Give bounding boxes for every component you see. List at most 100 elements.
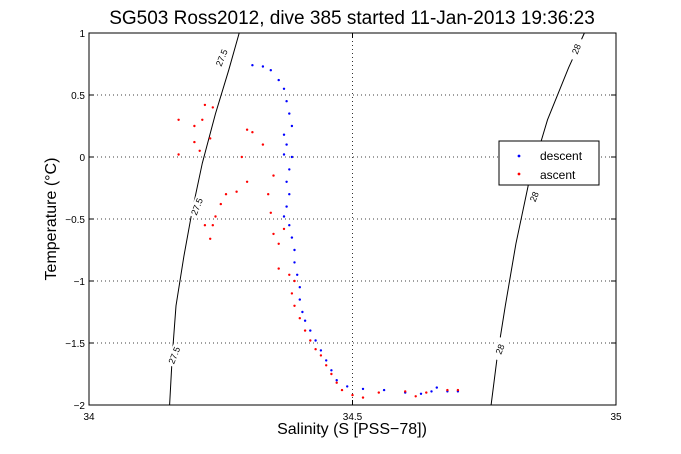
point-ascent (314, 348, 317, 351)
point-ascent (277, 242, 280, 245)
contour-label-bg (567, 37, 586, 62)
y-tick-label: 0 (79, 153, 85, 164)
y-tick-label: 0.5 (71, 91, 85, 102)
contour-label-bg (213, 45, 231, 70)
point-descent (288, 112, 291, 115)
point-descent (335, 379, 338, 382)
point-ascent (224, 193, 228, 196)
point-descent (293, 261, 296, 264)
point-ascent (361, 396, 365, 399)
point-ascent (414, 395, 417, 398)
point-ascent (309, 339, 312, 342)
point-ascent (446, 388, 449, 392)
point-ascent (198, 149, 201, 152)
point-descent (293, 248, 296, 252)
legend-label-descent: descent (540, 149, 583, 163)
legend-marker-ascent (517, 172, 521, 176)
point-descent (290, 155, 294, 159)
point-ascent (277, 267, 280, 270)
point-descent (301, 310, 304, 314)
point-descent (269, 69, 272, 72)
point-descent (319, 349, 323, 352)
point-ascent (214, 215, 217, 218)
point-descent (288, 193, 291, 196)
y-tick-label: 1 (79, 29, 85, 40)
point-ascent (245, 128, 249, 131)
point-ascent (425, 391, 428, 394)
point-ascent (272, 174, 275, 177)
point-ascent (203, 224, 207, 227)
point-ascent (201, 118, 204, 122)
point-descent (285, 100, 288, 103)
point-descent (290, 124, 294, 128)
point-ascent (209, 137, 212, 140)
point-ascent (351, 393, 354, 397)
point-descent (285, 143, 288, 146)
point-ascent (272, 232, 275, 236)
contour-label: 28 (494, 343, 507, 356)
point-descent (296, 273, 299, 276)
plot-area (89, 33, 616, 405)
point-ascent (209, 237, 212, 240)
x-tick-label: 34 (83, 412, 95, 423)
point-descent (251, 63, 254, 67)
legend-box (498, 140, 600, 186)
point-ascent (282, 227, 286, 231)
point-ascent (325, 364, 328, 367)
y-axis-label: Temperature (°C) (43, 158, 60, 281)
point-descent (314, 339, 317, 342)
point-descent (282, 87, 286, 91)
contour-label-bg (525, 184, 544, 209)
point-ascent (293, 304, 296, 307)
point-ascent (251, 131, 254, 134)
point-ascent (193, 124, 196, 128)
point-ascent (269, 211, 272, 214)
point-ascent (330, 372, 333, 376)
y-tick-label: −1.5 (65, 339, 85, 350)
point-ascent (290, 292, 294, 295)
point-descent (325, 359, 328, 362)
point-ascent (211, 106, 214, 109)
point-descent (282, 215, 286, 218)
point-ascent (377, 391, 380, 394)
point-ascent (177, 153, 180, 156)
legend-marker-descent (517, 154, 521, 158)
x-tick-label: 35 (610, 412, 622, 423)
y-tick-label: −2 (74, 401, 86, 412)
point-ascent (303, 329, 307, 332)
point-ascent (293, 279, 296, 283)
legend-label-ascent: ascent (540, 168, 576, 182)
point-descent (288, 224, 291, 227)
point-descent (430, 390, 433, 393)
point-ascent (298, 317, 301, 320)
point-descent (288, 168, 291, 171)
point-descent (361, 387, 365, 391)
point-ascent (261, 143, 265, 146)
contour-label-bg (188, 194, 206, 219)
point-ascent (203, 103, 207, 107)
contour-label: 28 (570, 43, 583, 56)
point-ascent (335, 381, 338, 384)
data-points (177, 63, 460, 399)
point-ascent (219, 202, 222, 206)
y-tick-label: −1 (74, 277, 86, 288)
point-descent (419, 392, 423, 395)
point-descent (282, 153, 286, 156)
point-descent (277, 78, 280, 82)
point-ascent (235, 190, 238, 193)
point-ascent (211, 224, 214, 227)
x-axis-label: Salinity (S [PSS−78]) (277, 421, 427, 438)
point-ascent (404, 390, 407, 393)
point-descent (346, 385, 349, 388)
point-descent (298, 286, 301, 289)
point-ascent (177, 118, 180, 122)
point-ascent (193, 140, 196, 144)
point-ascent (240, 155, 243, 159)
legend: descent ascent (498, 140, 600, 186)
point-descent (330, 369, 333, 372)
point-ascent (267, 193, 270, 196)
contour-label-bg (491, 337, 509, 362)
point-descent (382, 388, 386, 392)
